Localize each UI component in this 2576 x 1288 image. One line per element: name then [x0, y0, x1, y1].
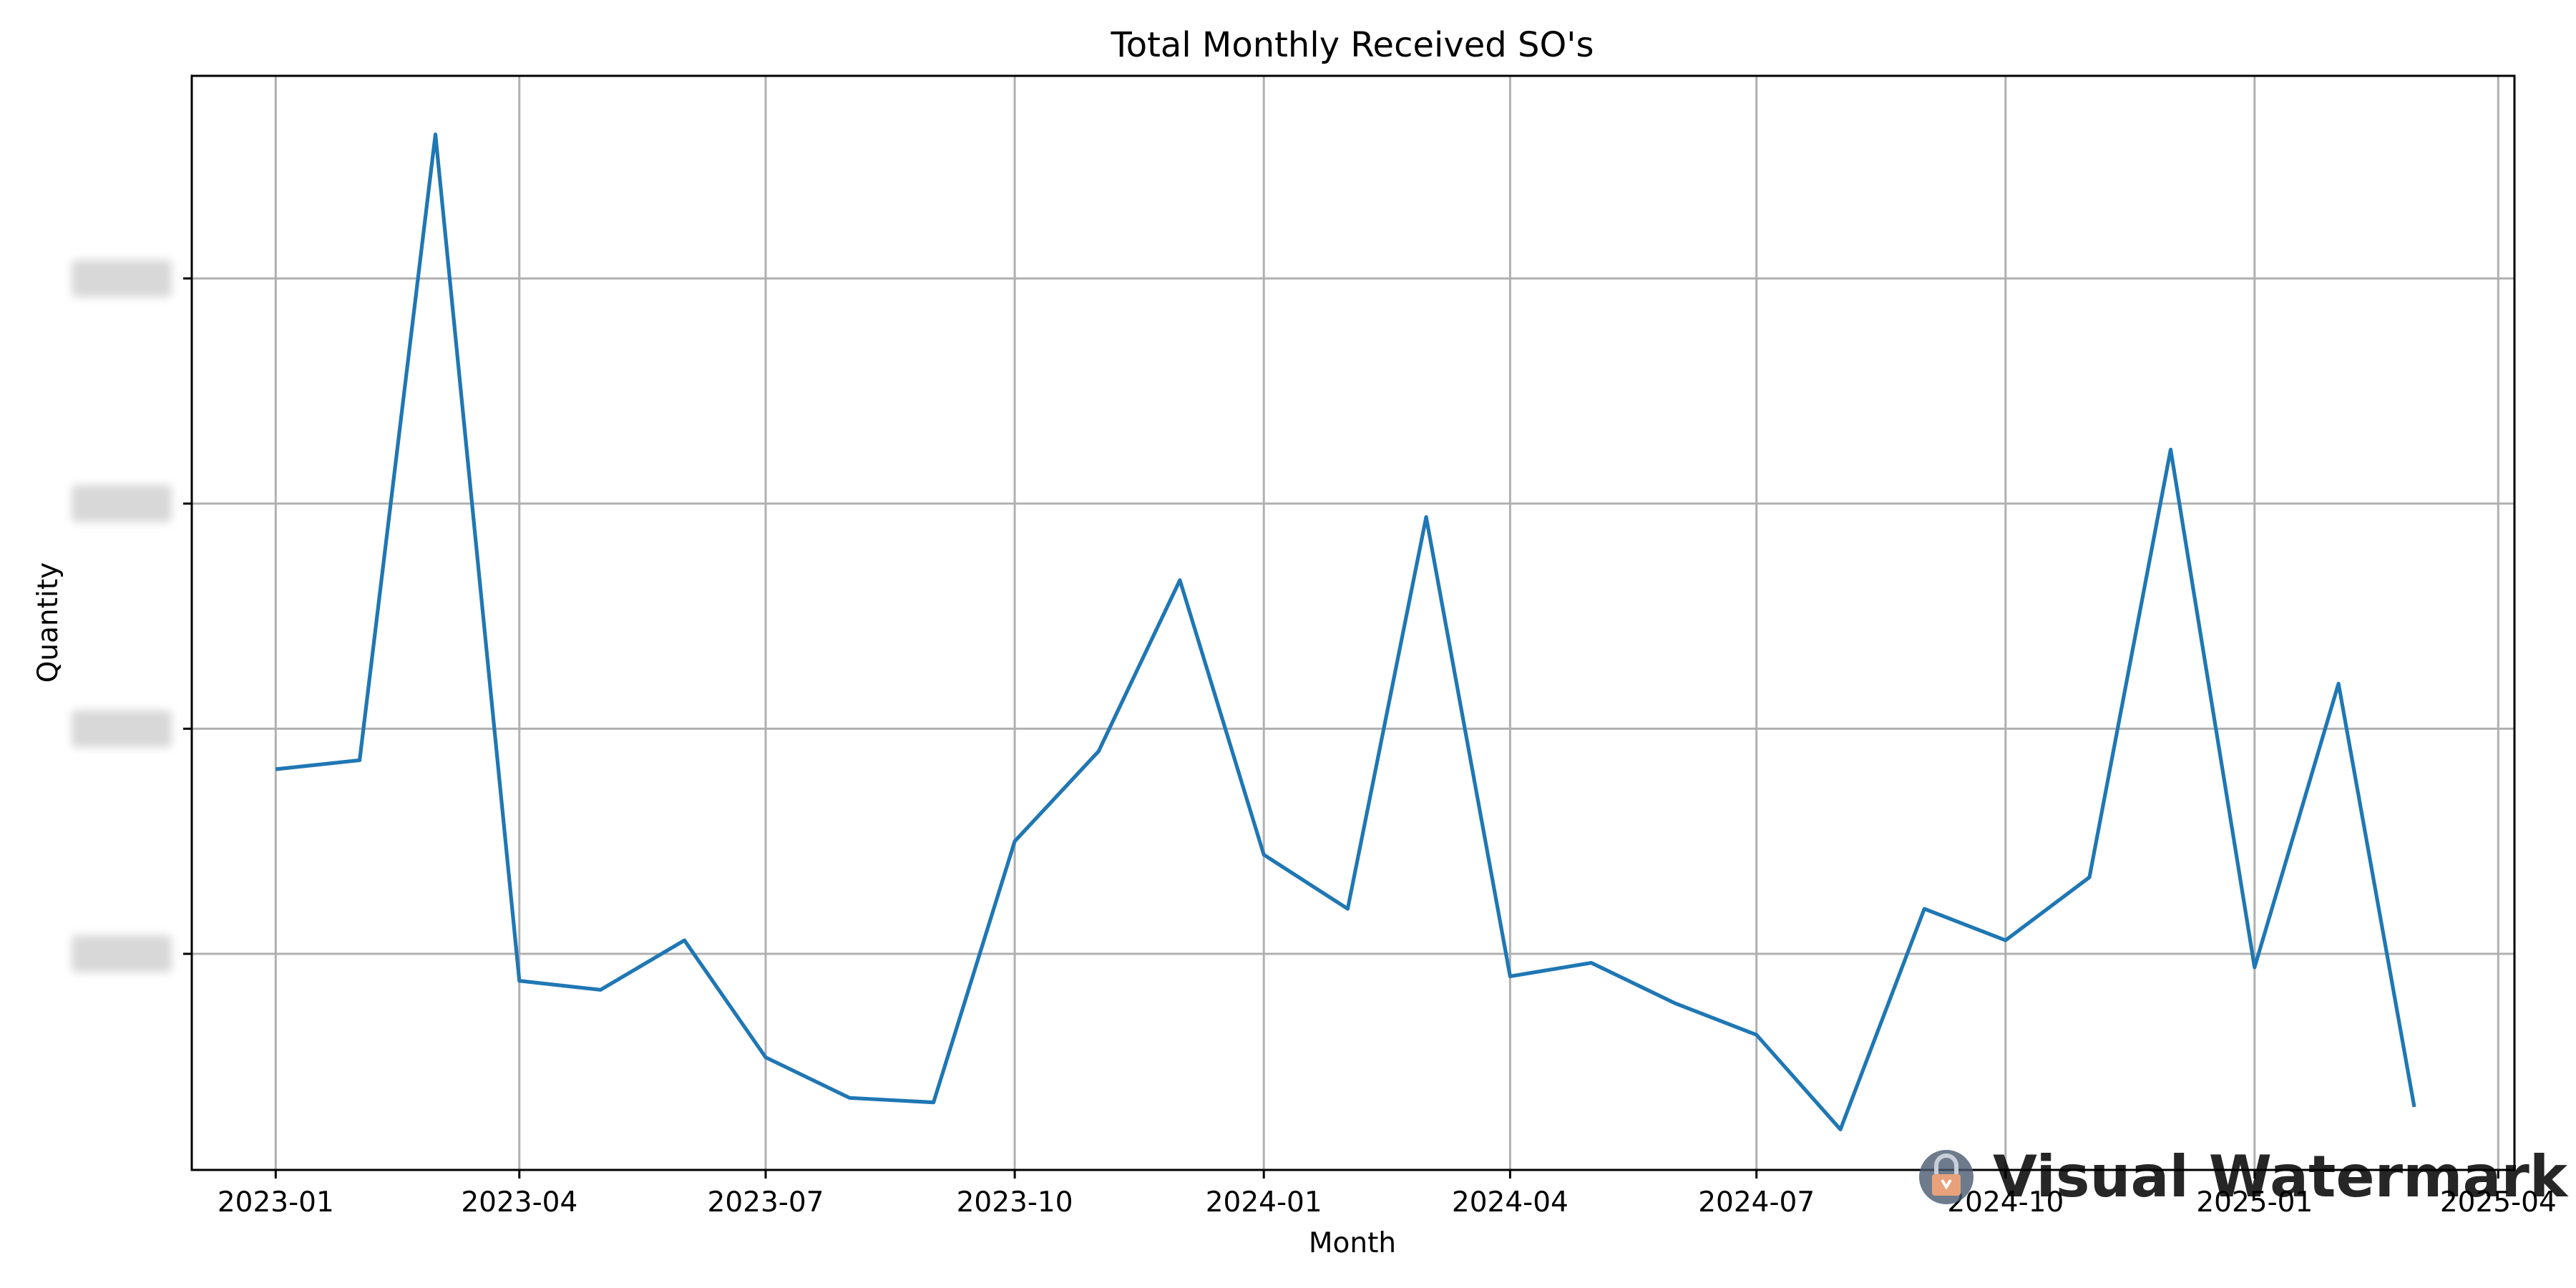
x-tick-label: 2024-04: [1452, 1186, 1568, 1219]
data-point: [1674, 1002, 1677, 1005]
data-point: [1839, 1128, 1842, 1131]
data-point: [599, 988, 602, 991]
data-point: [764, 1056, 767, 1059]
data-point: [1755, 1033, 1758, 1036]
x-tick-label: 2025-01: [2196, 1186, 2313, 1219]
data-point: [1013, 840, 1016, 843]
data-point: [932, 1101, 935, 1104]
y-tick-label-obscured: [72, 484, 172, 522]
data-point: [1179, 579, 1181, 582]
chart-title: Total Monthly Received SO's: [1111, 25, 1594, 65]
data-point: [1590, 962, 1593, 965]
grid: [192, 76, 2514, 1170]
watermark-text: Visual Watermark: [1993, 1143, 2569, 1210]
data-point: [1097, 750, 1100, 753]
x-tick-label: 2023-01: [218, 1186, 334, 1219]
data-point: [434, 133, 437, 136]
data-point: [2170, 448, 2172, 451]
x-tick-label: 2023-10: [957, 1186, 1073, 1219]
data-point: [1346, 907, 1349, 910]
data-point: [2253, 966, 2256, 969]
x-tick-label: 2024-01: [1206, 1186, 1322, 1219]
x-axis-label: Month: [1309, 1227, 1396, 1259]
data-point: [848, 1096, 851, 1099]
y-tick-label-obscured: [72, 935, 172, 972]
x-axis: 2023-01 2023-04 2023-07 2023-10 2024-01 2024-…: [218, 1170, 2557, 1219]
padlock-icon: [1919, 1150, 1974, 1204]
data-point: [683, 939, 686, 942]
data-point: [1923, 907, 1926, 910]
data-point: [518, 980, 521, 982]
data-point: [1262, 854, 1265, 857]
y-axis-label: Quantity: [32, 562, 64, 683]
x-tick-label: 2024-07: [1698, 1186, 1815, 1219]
data-point: [2413, 1106, 2416, 1108]
series-layer: [274, 132, 2416, 1132]
data-point: [1508, 975, 1511, 977]
plot-frame: [190, 74, 2516, 1171]
data-point: [1425, 516, 1428, 519]
data-point: [2004, 939, 2007, 942]
y-tick-label-obscured: [72, 260, 172, 298]
data-point: [358, 758, 361, 761]
x-tick-label: 2023-04: [461, 1186, 577, 1219]
data-point: [2088, 876, 2091, 879]
data-point: [2337, 682, 2340, 685]
y-axis: [72, 260, 192, 972]
series-line: [275, 132, 2416, 1132]
x-tick-label: 2023-07: [708, 1186, 824, 1219]
watermark: Visual Watermark: [1919, 1143, 2569, 1210]
y-tick-label-obscured: [72, 710, 172, 748]
data-point: [274, 768, 277, 771]
x-tick-label: 2025-04: [2440, 1186, 2557, 1219]
